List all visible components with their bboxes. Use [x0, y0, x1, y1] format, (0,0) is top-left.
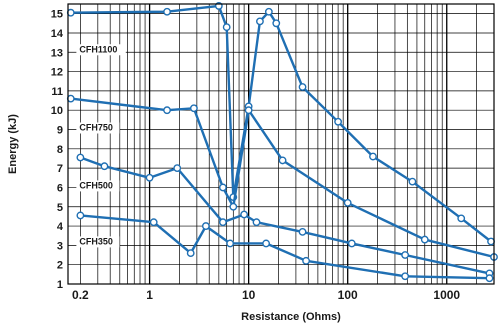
y-tick-label: 7 [57, 163, 63, 175]
data-point [100, 162, 109, 171]
series-label: CFH1100 [79, 44, 117, 54]
series-cfh750: CFH750 [66, 94, 498, 261]
series-label-bg [76, 122, 120, 134]
x-tick-label: 10 [242, 288, 256, 302]
data-point [229, 202, 238, 211]
data-point [401, 272, 410, 281]
data-point [226, 239, 235, 248]
y-tick-label: 4 [57, 221, 64, 233]
data-point [264, 7, 273, 16]
y-tick-label: 5 [57, 202, 63, 214]
data-point [369, 152, 377, 161]
series-cfh350: CFH350 [76, 211, 494, 283]
series-line [70, 97, 495, 259]
series-label-bg [76, 180, 120, 192]
series-line [80, 214, 490, 280]
y-tick-label: 15 [51, 9, 63, 21]
y-tick-label: 1 [57, 279, 63, 291]
data-point [420, 235, 429, 244]
data-point [163, 7, 171, 16]
data-point [201, 222, 210, 230]
data-point [240, 210, 249, 219]
data-point [457, 214, 466, 223]
data-point [252, 218, 261, 227]
data-point [149, 218, 158, 227]
y-tick-label: 8 [57, 144, 63, 156]
series-label-bg [76, 236, 120, 248]
y-tick-label: 9 [57, 125, 63, 137]
y-tick-label: 12 [51, 67, 63, 79]
y-tick-label: 11 [51, 86, 63, 98]
x-tick-label: 100 [338, 288, 358, 302]
data-point [302, 256, 310, 265]
series-label: CFH750 [79, 122, 113, 132]
data-point [219, 183, 227, 192]
data-point [408, 177, 417, 186]
data-point [298, 83, 307, 91]
series-label-bg [76, 44, 126, 56]
data-point [222, 23, 231, 32]
plot-frame [67, 3, 495, 285]
x-tick-label: 0.2 [72, 288, 89, 302]
data-point [298, 227, 307, 236]
series-cfh500: CFH500 [76, 153, 494, 278]
series-label: CFH350 [79, 236, 113, 246]
data-point [173, 164, 182, 173]
data-point [76, 211, 85, 220]
data-point [76, 153, 85, 162]
y-tick-label: 14 [51, 28, 64, 40]
series-line [79, 156, 490, 275]
data-point [145, 173, 154, 182]
data-point [278, 156, 287, 165]
data-point [244, 106, 253, 115]
data-point [401, 251, 410, 259]
plot-series: CFH1100 CFH750 CFH500 CFH350 [66, 2, 498, 283]
y-tick-label: 3 [57, 240, 63, 252]
data-point [485, 274, 494, 283]
y-tick-label: 6 [57, 182, 63, 194]
x-tick-labels: 0.2 1 10 100 1000 [72, 288, 460, 302]
data-point [334, 117, 342, 126]
x-tick-label: 1 [146, 288, 153, 302]
data-point [347, 239, 356, 248]
data-point [487, 237, 495, 246]
series-cfh1100: CFH1100 [66, 2, 495, 246]
data-point [272, 19, 281, 28]
data-point [343, 198, 352, 207]
data-point [219, 218, 227, 227]
x-axis-label: Resistance (Ohms) [241, 311, 341, 323]
data-point [163, 106, 171, 115]
data-point [186, 249, 195, 258]
y-axis-label: Energy (kJ) [7, 114, 19, 174]
data-point [189, 104, 198, 113]
series-line [70, 4, 492, 243]
x-tick-label: 1000 [433, 288, 460, 302]
y-tick-label: 10 [51, 105, 63, 117]
data-point [262, 239, 270, 248]
series-label: CFH500 [79, 180, 113, 190]
y-tick-label: 2 [57, 260, 63, 272]
y-tick-label: 13 [51, 47, 63, 59]
data-point [256, 17, 264, 26]
